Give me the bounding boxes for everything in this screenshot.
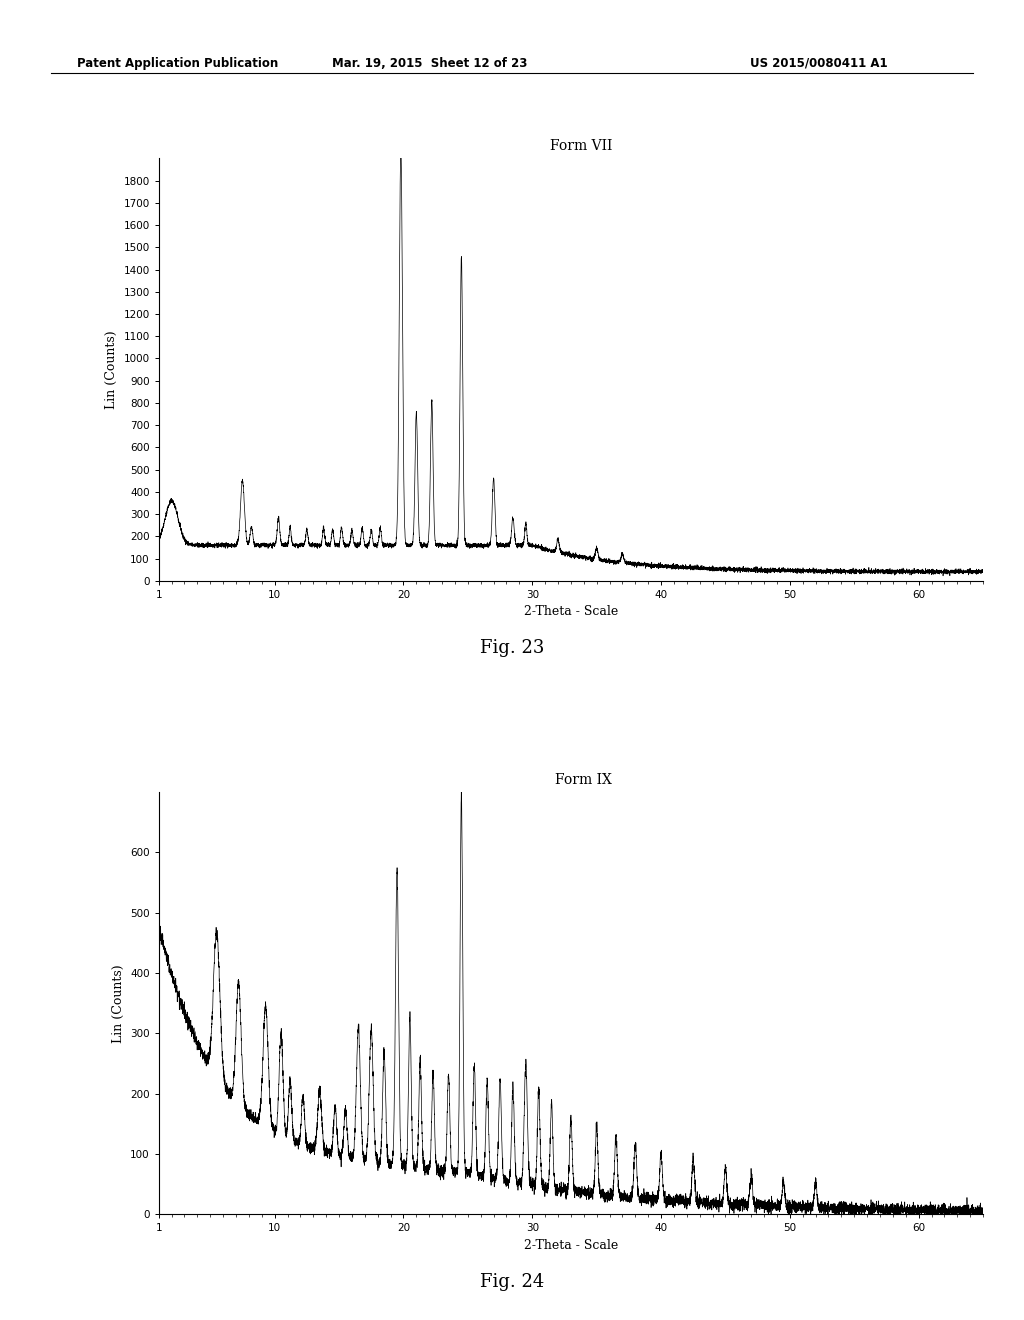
Text: Patent Application Publication: Patent Application Publication	[77, 57, 279, 70]
Text: Form VII: Form VII	[550, 139, 612, 153]
Text: Form IX: Form IX	[555, 772, 612, 787]
X-axis label: 2-Theta - Scale: 2-Theta - Scale	[523, 606, 618, 618]
Text: Fig. 23: Fig. 23	[480, 639, 544, 657]
Text: US 2015/0080411 A1: US 2015/0080411 A1	[751, 57, 888, 70]
Y-axis label: Lin (Counts): Lin (Counts)	[112, 964, 125, 1043]
X-axis label: 2-Theta - Scale: 2-Theta - Scale	[523, 1239, 618, 1251]
Text: Mar. 19, 2015  Sheet 12 of 23: Mar. 19, 2015 Sheet 12 of 23	[333, 57, 527, 70]
Text: Fig. 24: Fig. 24	[480, 1272, 544, 1291]
Y-axis label: Lin (Counts): Lin (Counts)	[104, 330, 118, 409]
